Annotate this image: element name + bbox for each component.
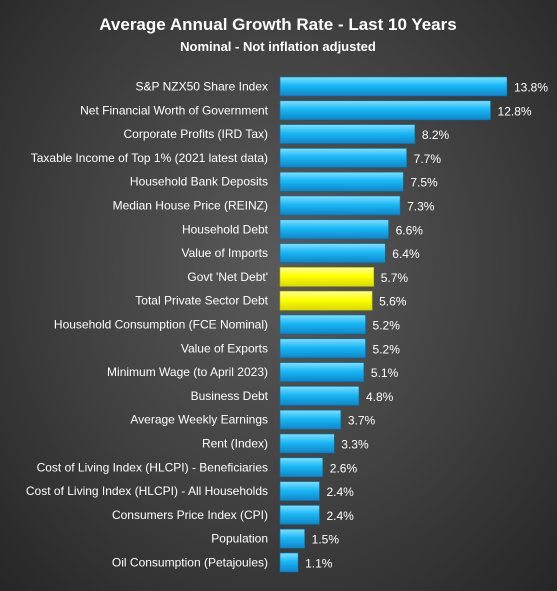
value-label: 1.5% bbox=[312, 533, 340, 547]
category-label: Median House Price (REINZ) bbox=[113, 199, 268, 213]
category-label: Govt 'Net Debt' bbox=[187, 270, 268, 284]
category-label: Cost of Living Index (HLCPI) - Beneficia… bbox=[37, 460, 268, 474]
bar bbox=[279, 314, 366, 335]
value-label: 2.6% bbox=[330, 461, 358, 475]
value-label: 3.7% bbox=[348, 414, 376, 428]
bar bbox=[279, 528, 305, 549]
category-label: Business Debt bbox=[191, 389, 269, 403]
value-label: 5.7% bbox=[381, 271, 409, 285]
value-label: 6.6% bbox=[396, 223, 424, 237]
category-label: Taxable Income of Top 1% (2021 latest da… bbox=[31, 151, 268, 165]
value-label: 13.8% bbox=[514, 81, 548, 95]
bar bbox=[279, 148, 407, 168]
value-label: 7.3% bbox=[407, 200, 435, 214]
value-label: 6.4% bbox=[392, 247, 420, 261]
bar bbox=[279, 433, 335, 454]
category-label: Consumers Price Index (CPI) bbox=[112, 508, 268, 522]
category-label: S&P NZX50 Share Index bbox=[135, 80, 268, 94]
chart-title: Average Annual Growth Rate - Last 10 Yea… bbox=[99, 15, 456, 34]
bar-highlighted bbox=[279, 267, 375, 287]
chart-subtitle: Nominal - Not inflation adjusted bbox=[180, 39, 376, 54]
category-label: Value of Exports bbox=[181, 341, 268, 355]
category-label: Value of Imports bbox=[182, 246, 268, 260]
category-label: Minimum Wage (to April 2023) bbox=[107, 365, 268, 379]
bar bbox=[279, 243, 386, 263]
value-label: 4.8% bbox=[366, 390, 394, 404]
bar bbox=[279, 100, 491, 121]
value-label: 12.8% bbox=[498, 104, 532, 118]
category-label: Rent (Index) bbox=[202, 437, 268, 451]
bar bbox=[279, 386, 360, 406]
category-label: Corporate Profits (IRD Tax) bbox=[124, 127, 269, 141]
value-label: 7.5% bbox=[410, 176, 438, 190]
bar bbox=[279, 481, 320, 501]
value-label: 5.1% bbox=[371, 366, 399, 380]
bar bbox=[279, 505, 320, 525]
value-label: 2.4% bbox=[326, 509, 354, 523]
value-label: 7.7% bbox=[414, 152, 442, 166]
value-label: 5.6% bbox=[379, 295, 407, 309]
value-label: 5.2% bbox=[373, 319, 401, 333]
category-label: Net Financial Worth of Government bbox=[80, 103, 269, 117]
value-label: 8.2% bbox=[422, 128, 450, 142]
value-label: 1.1% bbox=[305, 557, 333, 571]
value-label: 2.4% bbox=[326, 485, 354, 499]
bar bbox=[279, 552, 299, 573]
bar bbox=[279, 362, 365, 382]
bar bbox=[279, 338, 366, 359]
value-label: 5.2% bbox=[373, 342, 401, 356]
bar bbox=[279, 219, 389, 240]
bar bbox=[279, 195, 401, 216]
category-label: Household Bank Deposits bbox=[130, 175, 268, 189]
bar-highlighted bbox=[279, 290, 373, 311]
value-label: 3.3% bbox=[341, 438, 369, 452]
bar bbox=[279, 409, 342, 430]
bar bbox=[279, 171, 404, 192]
category-label: Oil Consumption (Petajoules) bbox=[112, 556, 268, 570]
bar bbox=[279, 457, 324, 478]
category-label: Average Weekly Earnings bbox=[130, 413, 268, 427]
category-label: Total Private Sector Debt bbox=[135, 294, 268, 308]
bar bbox=[279, 124, 416, 144]
category-label: Household Debt bbox=[182, 222, 269, 236]
bars-group: S&P NZX50 Share Index 13.8% Net Financial … bbox=[26, 76, 548, 573]
category-label: Cost of Living Index (HLCPI) - All House… bbox=[26, 484, 268, 498]
category-label: Household Consumption (FCE Nominal) bbox=[54, 318, 268, 332]
category-label: Population bbox=[211, 532, 268, 546]
bar bbox=[279, 76, 508, 97]
